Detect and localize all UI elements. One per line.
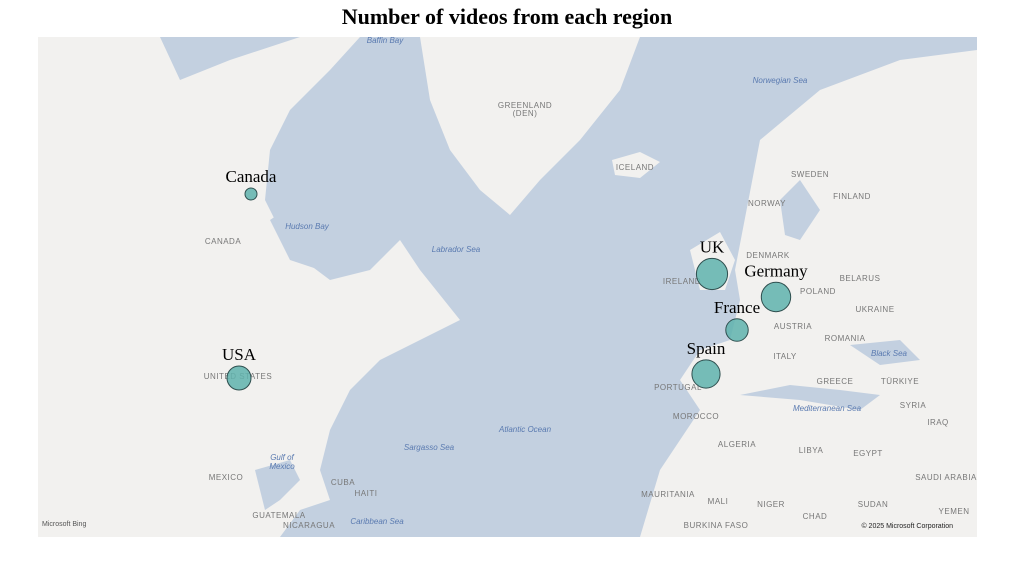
map-label: SUDAN bbox=[858, 500, 889, 509]
map-label: LIBYA bbox=[799, 446, 824, 455]
map-label: PORTUGAL bbox=[654, 383, 702, 392]
map-label: NICARAGUA bbox=[283, 521, 335, 530]
map-label: ROMANIA bbox=[825, 334, 866, 343]
map-label: ALGERIA bbox=[718, 440, 756, 449]
map-label: UKRAINE bbox=[855, 305, 894, 314]
bubble-label: Spain bbox=[687, 339, 726, 358]
chart-title: Number of videos from each region bbox=[342, 4, 673, 29]
map-label: Mediterranean Sea bbox=[793, 404, 862, 413]
map-attribution: © 2025 Microsoft Corporation bbox=[861, 522, 953, 530]
bubble bbox=[695, 257, 729, 291]
map-label: GREECE bbox=[817, 377, 854, 386]
bubble bbox=[244, 187, 258, 201]
map-label: EGYPT bbox=[853, 449, 883, 458]
map-label: YEMEN bbox=[939, 507, 970, 516]
map-label: NORWAY bbox=[748, 199, 786, 208]
map-label: IRELAND bbox=[663, 277, 701, 286]
map-label: CUBA bbox=[331, 478, 355, 487]
map-label: ICELAND bbox=[616, 163, 654, 172]
map-label: Caribbean Sea bbox=[350, 517, 404, 526]
map-label: Gulf of bbox=[270, 453, 294, 462]
map-label: HAITI bbox=[355, 489, 378, 498]
map-label: Norwegian Sea bbox=[753, 76, 808, 85]
map-label: Black Sea bbox=[871, 349, 908, 358]
map-background bbox=[38, 37, 977, 537]
map-label: Labrador Sea bbox=[432, 245, 481, 254]
map-label: MAURITANIA bbox=[641, 490, 695, 499]
map-label: GUATEMALA bbox=[252, 511, 305, 520]
map-label: BURKINA FASO bbox=[684, 521, 749, 530]
map-label: GREENLAND bbox=[498, 101, 552, 110]
map-label: POLAND bbox=[800, 287, 836, 296]
map-label: CANADA bbox=[205, 237, 242, 246]
map-label: IRAQ bbox=[927, 418, 949, 427]
map-label: CHAD bbox=[803, 512, 828, 521]
map-label: MOROCCO bbox=[673, 412, 719, 421]
bubble-label: UK bbox=[700, 237, 725, 256]
map-label: FINLAND bbox=[833, 192, 871, 201]
bubble-label: France bbox=[714, 298, 760, 317]
map-label: MALI bbox=[708, 497, 729, 506]
map-label: BELARUS bbox=[840, 274, 881, 283]
map-label: Baffin Bay bbox=[367, 36, 404, 45]
map-label: (DEN) bbox=[513, 109, 538, 118]
bubble-label: Canada bbox=[226, 167, 277, 186]
map-label: SWEDEN bbox=[791, 170, 829, 179]
map-logo: Microsoft Bing bbox=[42, 521, 86, 528]
map-label: Atlantic Ocean bbox=[498, 425, 552, 434]
map-label: ITALY bbox=[773, 352, 797, 361]
map-label: NIGER bbox=[757, 500, 785, 509]
map-label: TÜRKIYE bbox=[881, 377, 919, 386]
map-label: Mexico bbox=[269, 462, 295, 471]
bubble-label: Germany bbox=[744, 261, 808, 280]
bubble-label: USA bbox=[222, 345, 257, 364]
map-label: Hudson Bay bbox=[285, 222, 330, 231]
map-label: AUSTRIA bbox=[774, 322, 812, 331]
map-label: DENMARK bbox=[746, 251, 790, 260]
bubble bbox=[226, 365, 252, 391]
bubble bbox=[691, 359, 721, 389]
bubble bbox=[760, 281, 792, 313]
bubble bbox=[725, 318, 749, 342]
map-label: Sargasso Sea bbox=[404, 443, 455, 452]
map-label: SYRIA bbox=[900, 401, 927, 410]
map-label: MEXICO bbox=[209, 473, 244, 482]
map-label: SAUDI ARABIA bbox=[915, 473, 977, 482]
